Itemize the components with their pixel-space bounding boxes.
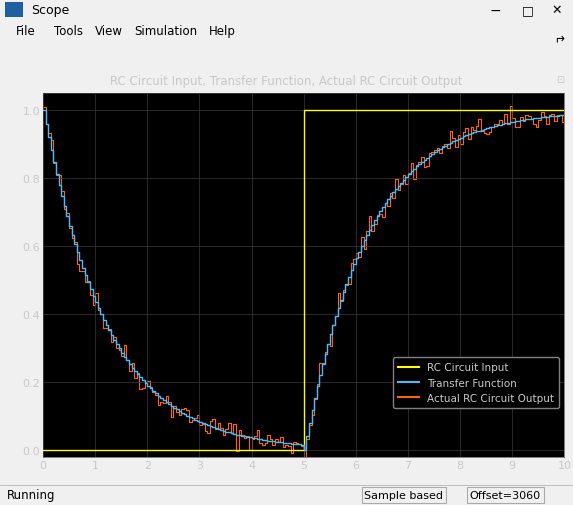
Text: Offset=3060: Offset=3060 bbox=[470, 490, 541, 500]
Text: ⊡: ⊡ bbox=[556, 75, 564, 84]
Text: −: − bbox=[490, 4, 501, 18]
Bar bbox=[5, 3, 23, 18]
Text: File: File bbox=[16, 25, 36, 38]
Text: Running: Running bbox=[7, 488, 56, 501]
Text: RC Circuit Input, Transfer Function, Actual RC Circuit Output: RC Circuit Input, Transfer Function, Act… bbox=[110, 74, 463, 87]
Text: □: □ bbox=[521, 4, 533, 17]
Text: Simulation: Simulation bbox=[135, 25, 198, 38]
Text: Scope: Scope bbox=[32, 4, 70, 17]
Text: Sample based: Sample based bbox=[364, 490, 444, 500]
Legend: RC Circuit Input, Transfer Function, Actual RC Circuit Output: RC Circuit Input, Transfer Function, Act… bbox=[393, 358, 559, 408]
Text: Help: Help bbox=[209, 25, 236, 38]
Text: Tools: Tools bbox=[54, 25, 84, 38]
Text: ↵: ↵ bbox=[554, 29, 564, 42]
Text: ✕: ✕ bbox=[552, 4, 562, 17]
Text: View: View bbox=[95, 25, 123, 38]
